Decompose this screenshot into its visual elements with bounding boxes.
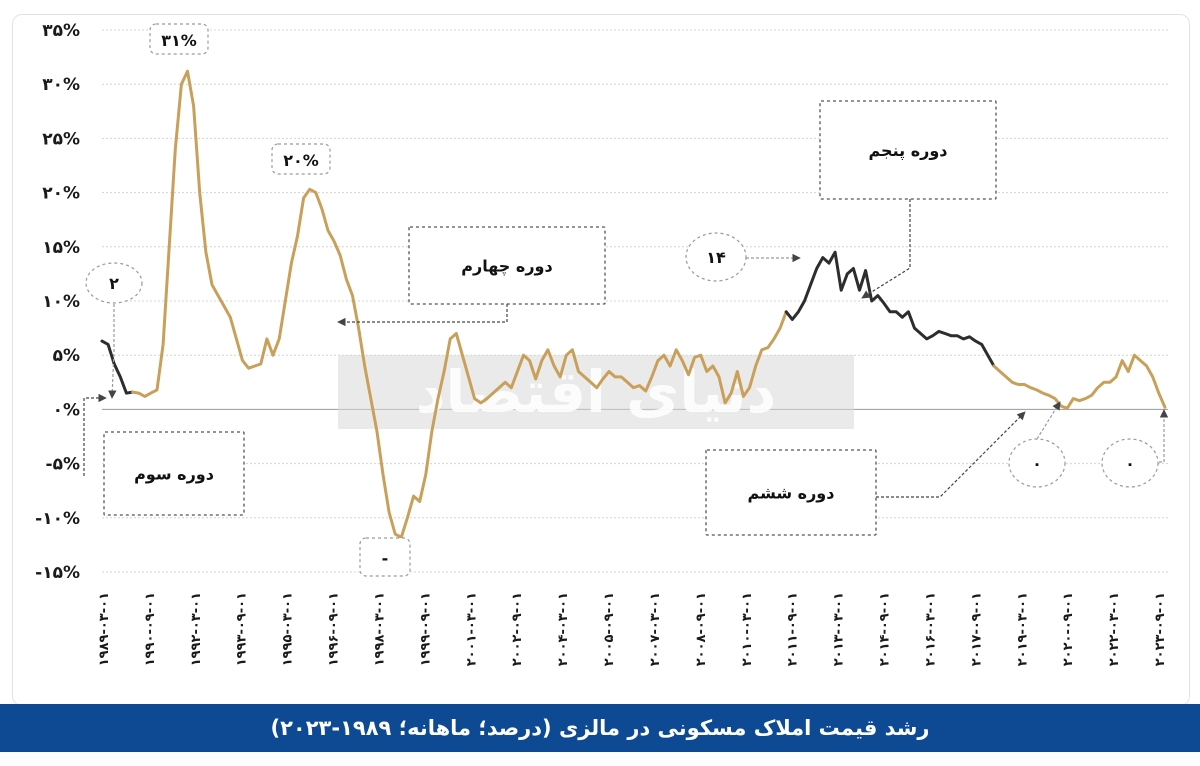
grid-lines [102,29,1168,573]
watermark-band [338,355,854,429]
x-tick-label: ۱۹۹۹-۰۹-۰۱ [418,592,433,666]
period-5-callout-label: دوره پنجم [869,141,948,161]
peak-3-callout-bubble [685,232,747,282]
end-value-arrow [1159,409,1169,463]
series-line-gold [131,69,788,539]
trough-callout-box [359,537,411,577]
x-tick-label: ۲۰۰۵-۰۹-۰۱ [602,592,617,666]
x-tick-label: ۲۰۱۳-۰۳-۰۱ [832,592,847,666]
callouts: ۳۱% ۲۰% - ۲ ۱۴ ۰ ۰ دوره سوم دوره چهارم دوره پنجم د… [83,23,1169,577]
peak-2-callout-label: ۲۰% [283,151,319,170]
end-value-callout-bubble [1101,438,1159,488]
period-4-callout-label: دوره چهارم [461,257,552,277]
series-line-dark [100,339,134,395]
x-tick-label: ۲۰۰۱-۰۳-۰۱ [464,592,479,666]
start-value-arrow [108,304,117,399]
series-lines [100,69,1167,539]
series-line-gold [992,353,1167,410]
period-5-callout-box [819,100,997,200]
chart-title: رشد قیمت املاک مسکونی در مالزی (درصد؛ ما… [270,716,930,740]
chart-title-banner: رشد قیمت املاک مسکونی در مالزی (درصد؛ ما… [0,704,1200,752]
x-tick-label: ۲۰۰۴-۰۳-۰۱ [556,592,571,666]
x-tick-label: ۲۰۰۲-۰۹-۰۱ [510,592,525,666]
start-value-callout-bubble [85,262,143,304]
peak-1-callout-box [149,23,209,55]
x-tick-label: ۱۹۹۸-۰۳-۰۱ [372,592,387,666]
peak-1-callout-label: ۳۱% [161,31,197,50]
x-tick-label: ۱۹۹۵-۰۳-۰۱ [281,592,296,666]
trough-callout-label: - [382,549,389,568]
y-tick-label: ۲۵% [42,129,80,149]
dip-value-arrow [1036,401,1061,440]
y-tick-label: ۳۵% [42,21,80,41]
end-value-callout-label: ۰ [1125,454,1135,473]
series-line-dark [784,250,996,368]
peak-2-callout-box [271,143,331,175]
x-tick-label: ۲۰۲۳-۰۹-۰۱ [1153,592,1168,666]
x-tick-label: ۲۰۲۰-۰۹-۰۱ [1061,592,1076,666]
x-tick-label: ۲۰۲۲-۰۳-۰۱ [1107,592,1122,666]
peak-3-callout-label: ۱۴ [706,248,726,267]
y-tick-label: ۱۰% [42,292,80,312]
x-tick-label: ۲۰۱۱-۰۹-۰۱ [786,592,801,666]
x-tick-label: ۲۰۱۷-۰۹-۰۱ [969,592,984,666]
y-tick-label: ۵% [53,346,80,366]
x-tick-label: ۱۹۹۰-۰۹-۰۱ [143,592,158,666]
dip-value-callout-label: ۰ [1032,454,1042,473]
x-tick-label: ۱۹۹۳-۰۹-۰۱ [235,592,250,666]
period-6-callout-box [705,449,877,536]
bottom-strip [0,752,1200,766]
x-tick-label: ۲۰۰۸-۰۹-۰۱ [694,592,709,666]
x-tick-label: ۲۰۰۷-۰۳-۰۱ [648,592,663,666]
period-4-arrow [337,304,508,327]
x-axis-ticks: ۱۹۸۹-۰۳-۰۱ ۱۹۹۰-۰۹-۰۱ ۱۹۹۲-۰۳-۰۱ ۱۹۹۳-۰۹-۰۱… [97,592,1168,666]
period-3-callout-box [103,431,245,516]
period-3-callout-label: دوره سوم [134,465,214,484]
watermark: دنیای اقتصاد [338,355,854,429]
x-tick-label: ۱۹۸۹-۰۳-۰۱ [97,592,112,666]
period-6-callout-label: دوره ششم [748,484,835,503]
x-tick-label: ۲۰۱۶-۰۳-۰۱ [923,592,938,666]
y-axis-ticks: ۳۵% ۳۰% ۲۵% ۲۰% ۱۵% ۱۰% ۵% ۰% -۵% -۱۰% -۱۵% [35,21,80,583]
x-tick-label: ۱۹۹۶-۰۹-۰۱ [327,592,342,666]
line-chart: دنیای اقتصاد ۳۵%۳۰%۲۵%۲۰%۱۵%۱۰%۵%۰%-۵%-۱… [35,21,1169,666]
y-tick-label: -۱۵% [35,563,80,583]
start-value-callout-label: ۲ [109,274,119,293]
y-tick-label: ۰% [53,400,80,420]
period-3-arrow [83,393,107,476]
period-6-arrow [876,411,1026,498]
y-tick-label: ۲۰% [42,184,80,204]
x-tick-label: ۲۰۱۰-۰۳-۰۱ [740,592,755,666]
x-tick-label: ۱۹۹۲-۰۳-۰۱ [189,592,204,666]
y-tick-label: ۳۰% [42,75,80,95]
x-tick-label: ۲۰۱۹-۰۳-۰۱ [1015,592,1030,666]
y-tick-label: -۵% [46,455,80,475]
y-tick-label: ۱۵% [42,238,80,258]
x-tick-label: ۲۰۱۴-۰۹-۰۱ [878,592,893,666]
y-tick-label: -۱۰% [35,509,80,529]
period-5-arrow [861,199,911,299]
